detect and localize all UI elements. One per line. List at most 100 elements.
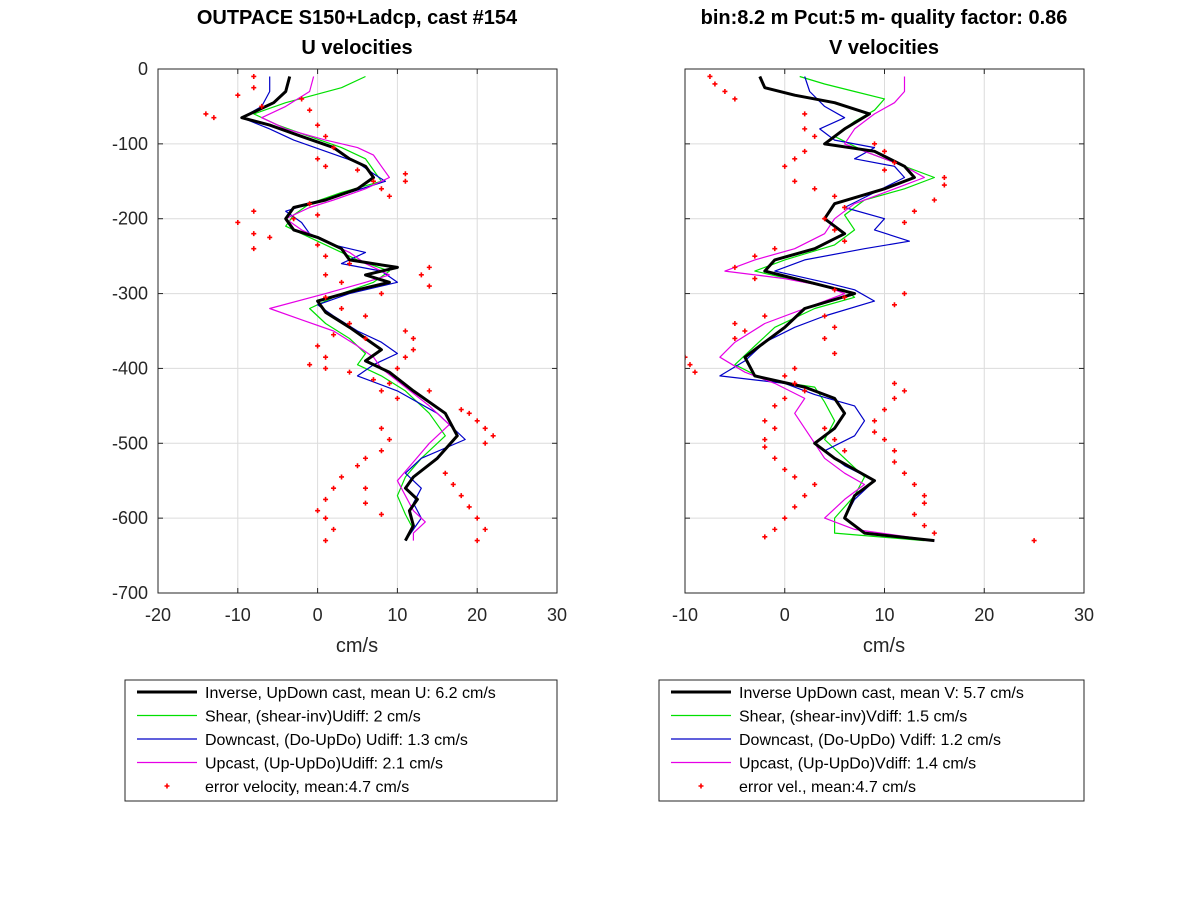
v-error-marker xyxy=(822,313,828,319)
u-error-marker xyxy=(378,511,384,517)
v-error-marker xyxy=(891,380,897,386)
v-error-marker xyxy=(732,335,738,341)
u-error-marker xyxy=(323,365,329,371)
v-error-marker xyxy=(802,388,808,394)
u-error-marker xyxy=(211,115,217,121)
v-error-marker xyxy=(692,369,698,375)
u-error-marker xyxy=(474,418,480,424)
u-error-marker xyxy=(386,193,392,199)
v-error-marker xyxy=(911,511,917,517)
u-error-marker xyxy=(235,219,241,225)
v-error-marker xyxy=(802,126,808,132)
v-error-marker xyxy=(685,354,688,360)
u-x-tick-label: 0 xyxy=(313,605,323,625)
u-error-marker xyxy=(442,470,448,476)
u-error-marker xyxy=(362,455,368,461)
u-error-marker xyxy=(362,335,368,341)
v-x-tick-label: 0 xyxy=(780,605,790,625)
v-error-marker xyxy=(832,437,838,443)
u-error-marker xyxy=(362,485,368,491)
u-error-marker xyxy=(458,493,464,499)
v-error-marker xyxy=(832,350,838,356)
u-error-marker xyxy=(410,335,416,341)
v-error-marker xyxy=(707,73,713,79)
u-y-tick-label: -200 xyxy=(112,209,148,229)
u-error-marker xyxy=(251,246,257,252)
v-error-marker xyxy=(792,156,798,162)
u-axes-box xyxy=(157,68,558,594)
u-error-marker xyxy=(203,111,209,117)
v-panel-title: bin:8.2 m Pcut:5 m- quality factor: 0.86 xyxy=(701,7,1068,29)
v-error-marker xyxy=(872,418,878,424)
v-x-tick-label: -10 xyxy=(672,605,698,625)
u-error-marker xyxy=(315,156,321,162)
v-error-marker xyxy=(832,287,838,293)
v-error-marker xyxy=(722,88,728,94)
v-error-marker xyxy=(931,197,937,203)
u-error-marker xyxy=(315,242,321,248)
v-error-marker xyxy=(792,365,798,371)
u-error-marker xyxy=(490,433,496,439)
u-error-marker xyxy=(378,448,384,454)
v-legend-label-0: Inverse UpDown cast, mean V: 5.7 cm/s xyxy=(739,685,1024,702)
u-error-marker xyxy=(474,538,480,544)
u-error-marker xyxy=(386,380,392,386)
u-error-marker xyxy=(378,291,384,297)
v-legend-label-2: Downcast, (Do-UpDo) Vdiff: 1.2 cm/s xyxy=(739,732,1001,749)
u-error-marker xyxy=(307,362,313,368)
v-error-marker xyxy=(882,437,887,443)
u-x-tick-label: 30 xyxy=(547,605,567,625)
u-error-marker xyxy=(323,253,329,259)
v-error-marker xyxy=(752,253,758,259)
u-error-marker xyxy=(402,171,408,177)
u-error-marker xyxy=(347,261,353,267)
v-error-marker xyxy=(762,534,768,540)
v-error-marker xyxy=(802,111,808,117)
v-error-marker xyxy=(901,388,907,394)
u-error-marker xyxy=(370,178,376,184)
v-error-marker xyxy=(941,175,947,181)
u-error-marker xyxy=(355,463,360,469)
u-error-marker xyxy=(339,279,345,285)
u-error-marker xyxy=(299,96,305,102)
v-error-marker xyxy=(762,418,768,424)
u-panel-title: OUTPACE S150+Ladcp, cast #154 xyxy=(197,7,518,29)
v-error-marker xyxy=(891,395,897,401)
v-x-tick-label: 20 xyxy=(974,605,994,625)
u-error-marker xyxy=(378,425,384,431)
u-legend-marker-error xyxy=(164,783,170,789)
u-y-tick-label: -600 xyxy=(112,508,148,528)
v-error-marker xyxy=(732,264,738,270)
u-x-axis-label: cm/s xyxy=(336,635,378,657)
u-error-marker xyxy=(402,178,408,184)
v-error-marker xyxy=(782,395,788,401)
v-series-line-3 xyxy=(719,76,935,542)
u-y-tick-label: -300 xyxy=(112,284,148,304)
u-x-tick-label: 10 xyxy=(387,605,407,625)
u-series xyxy=(203,73,496,544)
v-error-marker xyxy=(832,324,838,330)
v-error-marker xyxy=(742,328,748,334)
u-error-marker xyxy=(323,133,329,139)
v-error-marker xyxy=(772,526,778,532)
u-legend: Inverse, UpDown cast, mean U: 6.2 cm/s Sh… xyxy=(124,679,558,802)
u-error-marker xyxy=(323,163,329,169)
v-error-marker xyxy=(842,448,848,454)
v-error-marker xyxy=(732,321,738,327)
v-series xyxy=(685,73,1037,544)
v-error-marker xyxy=(712,81,718,87)
u-error-marker xyxy=(259,103,265,109)
u-error-marker xyxy=(323,272,329,278)
v-error-marker xyxy=(792,380,798,386)
u-ticks: -20 -10 0 10 20 300-100-200-300-400-500-600-7… xyxy=(112,59,567,625)
v-ticks: -10 0 10 20 30 xyxy=(672,68,1094,625)
v-error-marker xyxy=(812,481,818,487)
v-error-marker xyxy=(732,96,738,102)
v-error-marker xyxy=(772,455,778,461)
v-x-tick-label: 30 xyxy=(1074,605,1094,625)
v-error-marker xyxy=(792,474,798,480)
u-panel-subtitle: U velocities xyxy=(301,37,412,59)
v-error-marker xyxy=(822,425,828,431)
v-error-marker xyxy=(687,362,693,368)
